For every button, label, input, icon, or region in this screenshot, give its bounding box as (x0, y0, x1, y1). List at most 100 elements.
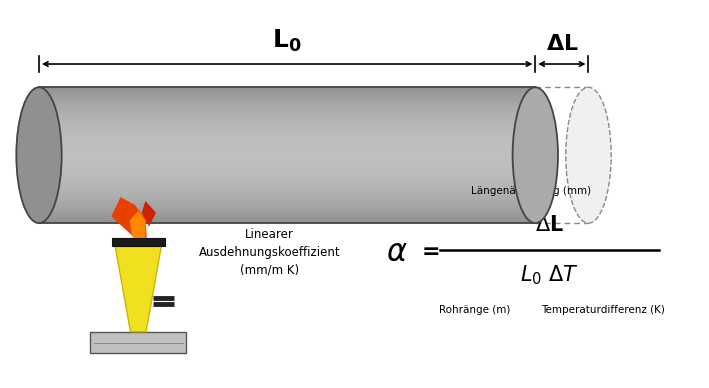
Polygon shape (39, 151, 535, 152)
Polygon shape (39, 135, 535, 136)
Polygon shape (39, 106, 535, 108)
Polygon shape (39, 170, 535, 171)
Ellipse shape (513, 87, 558, 223)
Polygon shape (39, 98, 535, 99)
Polygon shape (39, 125, 535, 126)
Polygon shape (39, 113, 535, 114)
Polygon shape (39, 108, 535, 109)
Polygon shape (39, 177, 535, 178)
Polygon shape (39, 89, 535, 90)
Polygon shape (39, 105, 535, 106)
Polygon shape (39, 181, 535, 182)
Polygon shape (39, 133, 535, 135)
Polygon shape (39, 121, 535, 123)
Polygon shape (39, 124, 535, 125)
Polygon shape (39, 169, 535, 170)
Polygon shape (39, 200, 535, 201)
Ellipse shape (16, 87, 62, 223)
Polygon shape (39, 130, 535, 131)
Text: $\mathbf{\Delta L}$: $\mathbf{\Delta L}$ (545, 34, 579, 54)
Polygon shape (39, 119, 535, 120)
Text: Linearer
Ausdehnungskoeffizient
(mm/m K): Linearer Ausdehnungskoeffizient (mm/m K) (199, 228, 340, 277)
Polygon shape (39, 116, 535, 117)
Polygon shape (39, 178, 535, 180)
Polygon shape (39, 203, 535, 204)
Polygon shape (39, 140, 535, 142)
Polygon shape (39, 184, 535, 185)
Polygon shape (39, 166, 535, 168)
Polygon shape (39, 112, 535, 113)
Polygon shape (39, 188, 535, 189)
Polygon shape (39, 199, 535, 200)
Polygon shape (39, 152, 535, 154)
Polygon shape (39, 144, 535, 146)
Polygon shape (39, 97, 535, 98)
Polygon shape (39, 155, 535, 156)
Polygon shape (39, 165, 535, 166)
Polygon shape (39, 114, 535, 116)
Polygon shape (39, 92, 535, 93)
Polygon shape (39, 207, 535, 208)
Text: $L_0\ \Delta T$: $L_0\ \Delta T$ (520, 264, 579, 287)
Polygon shape (39, 159, 535, 161)
Polygon shape (39, 102, 535, 104)
Polygon shape (39, 218, 535, 219)
Polygon shape (39, 185, 535, 187)
Polygon shape (39, 123, 535, 124)
Polygon shape (39, 158, 535, 159)
Polygon shape (39, 94, 535, 95)
Polygon shape (39, 220, 535, 222)
Polygon shape (39, 175, 535, 177)
Polygon shape (39, 87, 535, 89)
Polygon shape (39, 93, 535, 94)
Polygon shape (39, 195, 535, 196)
Polygon shape (39, 101, 535, 102)
Ellipse shape (566, 87, 611, 223)
Polygon shape (39, 191, 535, 192)
Polygon shape (39, 156, 535, 158)
Polygon shape (39, 211, 535, 212)
Polygon shape (39, 149, 535, 150)
Polygon shape (39, 174, 535, 175)
Polygon shape (39, 90, 535, 92)
Polygon shape (39, 128, 535, 130)
Polygon shape (39, 120, 535, 121)
Text: $\mathbf{L_0}$: $\mathbf{L_0}$ (272, 28, 302, 54)
Polygon shape (39, 219, 535, 220)
Polygon shape (142, 201, 156, 234)
Polygon shape (39, 132, 535, 133)
Polygon shape (39, 126, 535, 128)
Text: Temperaturdifferenz (K): Temperaturdifferenz (K) (541, 305, 664, 315)
Polygon shape (39, 138, 535, 139)
Polygon shape (39, 139, 535, 140)
Polygon shape (39, 110, 535, 112)
Polygon shape (39, 147, 535, 149)
Polygon shape (115, 246, 162, 332)
Polygon shape (39, 109, 535, 110)
Polygon shape (39, 217, 535, 218)
Text: =: = (422, 242, 440, 262)
Polygon shape (39, 215, 535, 217)
Polygon shape (39, 162, 535, 163)
FancyBboxPatch shape (91, 332, 186, 353)
Polygon shape (39, 187, 535, 188)
Polygon shape (39, 196, 535, 197)
Polygon shape (39, 180, 535, 181)
Polygon shape (39, 210, 535, 211)
FancyBboxPatch shape (112, 238, 164, 246)
Polygon shape (39, 161, 535, 162)
Polygon shape (39, 168, 535, 169)
Polygon shape (39, 171, 535, 173)
Polygon shape (39, 173, 535, 174)
Polygon shape (39, 104, 535, 105)
Polygon shape (39, 213, 535, 215)
Text: Rohränge (m): Rohränge (m) (440, 305, 510, 315)
Polygon shape (39, 146, 535, 147)
Polygon shape (39, 222, 535, 223)
Polygon shape (39, 99, 535, 101)
Polygon shape (39, 95, 535, 97)
Polygon shape (39, 136, 535, 138)
Polygon shape (111, 197, 147, 238)
Polygon shape (39, 189, 535, 191)
Polygon shape (39, 131, 535, 132)
